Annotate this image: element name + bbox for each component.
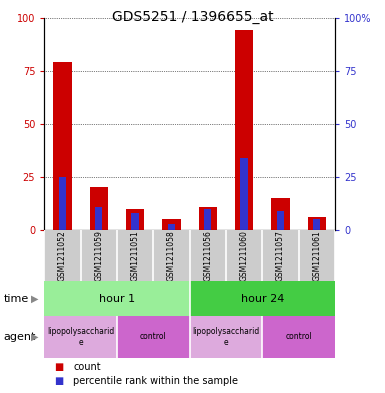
Text: GSM1211058: GSM1211058 <box>167 230 176 281</box>
Bar <box>204 209 211 230</box>
Text: GSM1211052: GSM1211052 <box>58 230 67 281</box>
Bar <box>271 198 290 230</box>
Text: GSM1211051: GSM1211051 <box>131 230 140 281</box>
Bar <box>95 207 102 230</box>
Bar <box>241 158 248 230</box>
Bar <box>190 316 262 358</box>
Text: hour 1: hour 1 <box>99 294 135 304</box>
Bar <box>162 219 181 230</box>
Text: control: control <box>285 332 312 342</box>
Text: ■: ■ <box>54 376 63 386</box>
Bar <box>262 316 335 358</box>
Bar <box>313 219 320 230</box>
Text: ▶: ▶ <box>31 294 38 304</box>
Text: GSM1211061: GSM1211061 <box>312 230 321 281</box>
Text: hour 24: hour 24 <box>241 294 284 304</box>
Bar <box>44 281 190 316</box>
Text: GSM1211056: GSM1211056 <box>203 230 212 281</box>
Text: count: count <box>73 362 101 373</box>
Bar <box>199 207 217 230</box>
Bar <box>44 316 117 358</box>
Text: time: time <box>4 294 29 304</box>
Bar <box>168 224 175 230</box>
Text: ▶: ▶ <box>31 332 38 342</box>
Bar <box>190 281 335 316</box>
Text: GSM1211057: GSM1211057 <box>276 230 285 281</box>
Text: ■: ■ <box>54 362 63 373</box>
Bar <box>132 213 139 230</box>
Text: GDS5251 / 1396655_at: GDS5251 / 1396655_at <box>112 10 273 24</box>
Bar <box>126 209 144 230</box>
Bar <box>59 177 66 230</box>
Text: control: control <box>140 332 167 342</box>
Text: lipopolysaccharid
e: lipopolysaccharid e <box>192 327 259 347</box>
Bar <box>54 62 72 230</box>
Bar <box>235 30 253 230</box>
Text: percentile rank within the sample: percentile rank within the sample <box>73 376 238 386</box>
Text: GSM1211059: GSM1211059 <box>94 230 103 281</box>
Bar <box>277 211 284 230</box>
Bar <box>117 316 190 358</box>
Bar <box>308 217 326 230</box>
Text: GSM1211060: GSM1211060 <box>239 230 249 281</box>
Text: agent: agent <box>4 332 36 342</box>
Bar <box>90 187 108 230</box>
Text: lipopolysaccharid
e: lipopolysaccharid e <box>47 327 114 347</box>
